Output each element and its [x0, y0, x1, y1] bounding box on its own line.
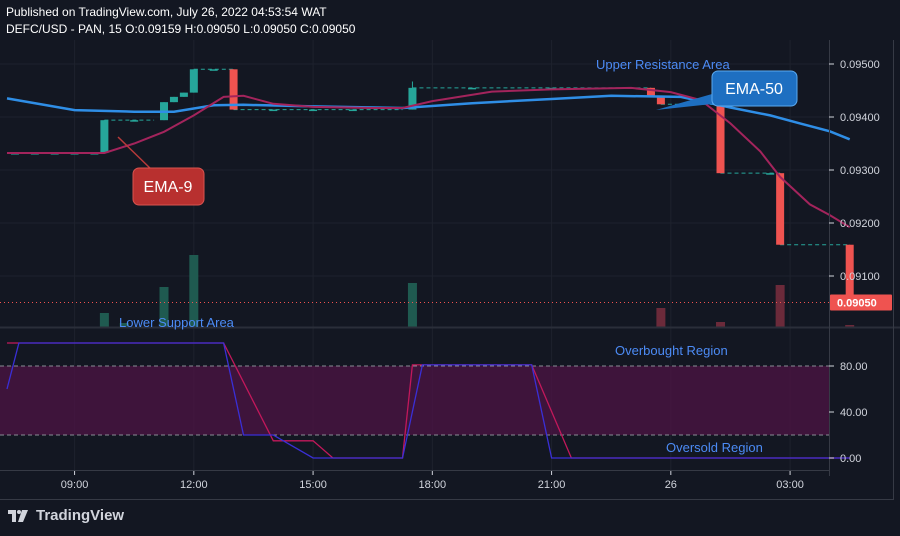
- volume-bar-1: [119, 323, 129, 327]
- candle-body-11: [209, 69, 218, 71]
- last-price-tag-text: 0.09050: [837, 298, 877, 310]
- published-text: Published on TradingView.com, July 26, 2…: [6, 5, 327, 19]
- volume-bar-4: [407, 283, 417, 327]
- ema-9-callout-text: EMA-9: [144, 179, 193, 196]
- oscillator-tick-label-0: 80.00: [840, 361, 868, 373]
- ema-50-line: [6, 94, 851, 141]
- volume-bar-5: [656, 308, 666, 327]
- price-tick-label-0: 0.09500: [840, 59, 880, 71]
- ema-50-callout-text: EMA-50: [725, 81, 783, 98]
- volume-bar-6: [716, 322, 726, 327]
- time-tick-label-4: 21:00: [538, 479, 566, 491]
- overbought-region-label: Overbought Region: [615, 343, 728, 358]
- time-tick-label-1: 12:00: [180, 479, 208, 491]
- price-tick-label-1: 0.09400: [840, 112, 880, 124]
- ema-9-callout-pointer: [117, 136, 155, 173]
- candle-body-21: [716, 104, 725, 174]
- volume-bar-2: [159, 287, 169, 327]
- time-tick-label-3: 18:00: [419, 479, 447, 491]
- time-axis-ticks: 09:00 12:00 15:00 18:00 21:00 26 03:00: [61, 471, 804, 491]
- ema-9-callout: EMA-9: [117, 136, 205, 206]
- oscillator-tick-label-1: 40.00: [840, 407, 868, 419]
- candle-body-13: [269, 109, 278, 112]
- candle-body-24: [845, 244, 854, 303]
- high-value: 0.09050: [196, 22, 240, 36]
- ema-50-callout-box: [711, 70, 798, 107]
- symbol-label: DEFC/USD - PAN, 15: [6, 22, 122, 36]
- candle-body-10: [189, 69, 198, 93]
- candle-body-17: [468, 87, 477, 90]
- tradingview-logo-icon: [8, 509, 28, 522]
- candle-body-8: [169, 96, 178, 103]
- close-value: 0.09050: [312, 22, 356, 36]
- candle-body-19: [646, 87, 655, 96]
- price-tick-label-2: 0.09300: [840, 165, 880, 177]
- ema-9-callout-box: [132, 167, 205, 206]
- oscillator-tick-label-2: 0.00: [840, 453, 861, 465]
- volume-bar-0: [99, 313, 109, 327]
- price-tick-label-3: 0.09200: [840, 218, 880, 230]
- ema-50-callout: EMA-50: [656, 70, 798, 110]
- oversold-region-label: Oversold Region: [666, 440, 763, 455]
- high-label: H:: [184, 22, 197, 36]
- time-tick-label-6: 03:00: [776, 479, 804, 491]
- oscillator-axis-ticks: 80.00 40.00 0.00: [829, 361, 868, 465]
- ema-50-callout-pointer: [656, 94, 712, 110]
- time-tick-label-0: 09:00: [61, 479, 89, 491]
- close-label: C:: [300, 22, 313, 36]
- candle-body-20: [656, 95, 665, 105]
- last-price-tag-bg: [830, 294, 892, 311]
- candle-body-22: [766, 173, 775, 175]
- volume-bars: [99, 255, 855, 327]
- published-caption: Published on TradingView.com, July 26, 2…: [6, 5, 327, 19]
- last-price-tag: 0.09050: [830, 294, 892, 311]
- upper-resistance-label: Upper Resistance Area: [596, 57, 730, 72]
- time-tick-label-2: 15:00: [299, 479, 327, 491]
- candle-body-5: [100, 120, 109, 154]
- candle-body-14: [309, 109, 318, 112]
- oscillator-level-lines: [0, 365, 829, 436]
- volume-bar-7: [775, 285, 785, 327]
- lower-support-label: Lower Support Area: [119, 315, 235, 330]
- price-tick-label-4: 0.09100: [840, 271, 880, 283]
- volume-bar-3: [189, 255, 199, 327]
- ema-9-line: [7, 86, 851, 229]
- oscillator-k-line: [6, 342, 850, 459]
- price-axis-ticks: 0.09500 0.09400 0.09300 0.09200 0.09100: [829, 59, 880, 283]
- candle-body-12: [229, 69, 238, 110]
- time-tick-label-5: 26: [665, 479, 677, 491]
- tradingview-brand-text: TradingView: [36, 507, 125, 524]
- open-value: 0.09159: [137, 22, 182, 36]
- low-label: L:: [243, 22, 254, 36]
- candle-body-23: [776, 173, 785, 245]
- volume-bar-8: [845, 325, 855, 327]
- open-label: O:: [125, 22, 138, 36]
- symbol-legend: DEFC/USD - PAN, 15 O:0.09159 H:0.09050 L…: [6, 22, 355, 36]
- candle-body-6: [130, 120, 139, 122]
- candle-body-16: [408, 87, 417, 110]
- candle-body-9: [179, 92, 188, 97]
- tradingview-brand: TradingView: [8, 507, 124, 524]
- low-value: 0.09050: [253, 22, 297, 36]
- candle-body-15: [348, 109, 357, 112]
